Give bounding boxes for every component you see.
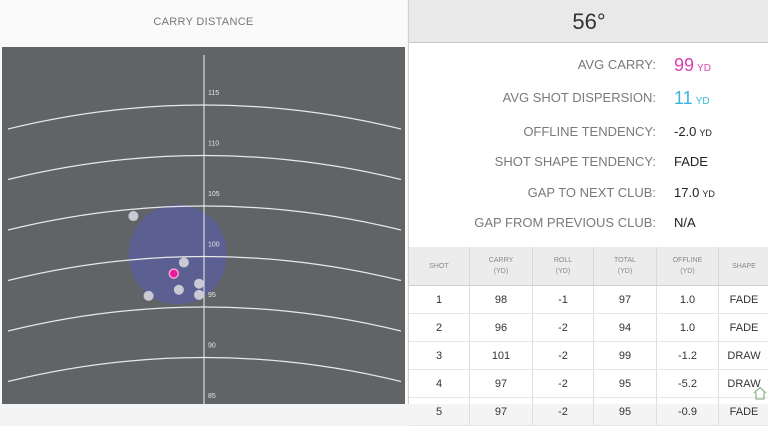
stat-shot-shape: SHOT SHAPE TENDENCY: FADE: [409, 150, 768, 174]
cell-offline: -0.9: [657, 398, 719, 426]
cell-shot: 2: [409, 314, 470, 342]
col-shot: SHOT: [409, 247, 470, 286]
shot-marker[interactable]: [174, 285, 184, 295]
carry-distance-chart: 115 110 105 100 95 90 85: [2, 47, 405, 404]
cell-shape: DRAW: [719, 342, 768, 370]
cell-offline: 1.0: [657, 286, 719, 314]
cell-roll: -2: [533, 370, 594, 398]
tick-label: 100: [208, 242, 220, 249]
chart-canvas: 115 110 105 100 95 90 85: [2, 47, 405, 404]
cell-carry: 98: [470, 286, 533, 314]
cell-shape: FADE: [719, 314, 768, 342]
stat-label: GAP TO NEXT CLUB:: [528, 185, 656, 200]
col-carry: CARRY(YD): [470, 247, 533, 286]
cell-offline: -5.2: [657, 370, 719, 398]
cell-total: 95: [594, 370, 657, 398]
cell-roll: -2: [533, 398, 594, 426]
table-header-row: SHOT CARRY(YD) ROLL(YD) TOTAL(YD) OFFLIN…: [409, 247, 768, 286]
shot-marker[interactable]: [194, 279, 204, 289]
stat-label: GAP FROM PREVIOUS CLUB:: [474, 215, 656, 230]
cell-shot: 4: [409, 370, 470, 398]
tick-label: 105: [208, 191, 220, 198]
average-shot-marker[interactable]: [169, 269, 178, 278]
tick-label: 110: [208, 141, 219, 148]
cell-carry: 97: [470, 398, 533, 426]
cell-total: 95: [594, 398, 657, 426]
tick-label: 85: [208, 393, 216, 400]
shots-table: SHOT CARRY(YD) ROLL(YD) TOTAL(YD) OFFLIN…: [409, 247, 768, 426]
shot-marker[interactable]: [179, 258, 189, 268]
stat-value: N/A: [674, 211, 696, 235]
cell-carry: 97: [470, 370, 533, 398]
club-title: 56°: [409, 0, 768, 43]
panel-title: CARRY DISTANCE: [0, 0, 407, 46]
cell-offline: -1.2: [657, 342, 719, 370]
home-icon[interactable]: [753, 386, 767, 400]
col-offline: OFFLINE(YD): [657, 247, 719, 286]
tick-label: 115: [208, 90, 219, 97]
cell-shot: 1: [409, 286, 470, 314]
cell-roll: -1: [533, 286, 594, 314]
tick-label: 95: [208, 292, 216, 299]
cell-shape: FADE: [719, 286, 768, 314]
cell-total: 94: [594, 314, 657, 342]
cell-shot: 3: [409, 342, 470, 370]
col-roll: ROLL(YD): [533, 247, 594, 286]
cell-offline: 1.0: [657, 314, 719, 342]
cell-total: 97: [594, 286, 657, 314]
col-total: TOTAL(YD): [594, 247, 657, 286]
cell-carry: 101: [470, 342, 533, 370]
carry-distance-panel: CARRY DISTANCE 115 110 105 100 95 90 85: [0, 0, 407, 404]
cell-shot: 5: [409, 398, 470, 426]
col-shape: SHAPE: [719, 247, 768, 286]
shot-marker[interactable]: [194, 290, 204, 300]
shot-marker[interactable]: [144, 291, 154, 301]
stat-gap-previous: GAP FROM PREVIOUS CLUB: N/A: [409, 211, 768, 235]
cell-roll: -2: [533, 314, 594, 342]
cell-total: 99: [594, 342, 657, 370]
cell-shape: FADE: [719, 398, 768, 426]
stat-value: FADE: [674, 150, 708, 174]
tick-label: 90: [208, 343, 216, 350]
cell-roll: -2: [533, 342, 594, 370]
stat-label: AVG CARRY:: [578, 57, 656, 72]
stat-label: OFFLINE TENDENCY:: [523, 124, 656, 139]
stat-label: SHOT SHAPE TENDENCY:: [495, 154, 656, 169]
cell-carry: 96: [470, 314, 533, 342]
stat-label: AVG SHOT DISPERSION:: [503, 90, 656, 105]
shot-marker[interactable]: [128, 211, 138, 221]
